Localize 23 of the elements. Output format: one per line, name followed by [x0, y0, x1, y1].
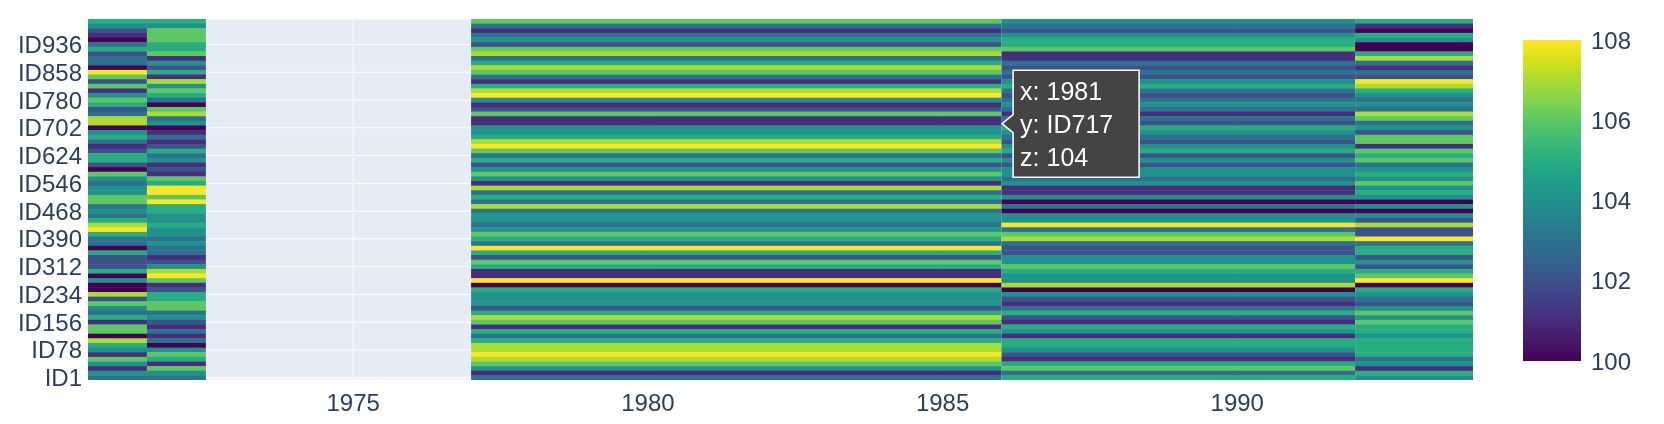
y-tick-label: ID936 — [17, 30, 82, 58]
y-tick-label: ID312 — [17, 253, 82, 281]
color-bar-label: 102 — [1591, 267, 1632, 295]
y-tick-label: ID546 — [17, 169, 82, 197]
y-tick-label: ID390 — [17, 225, 82, 253]
color-bar-label: 100 — [1591, 347, 1632, 375]
color-bar-label: 104 — [1591, 187, 1632, 214]
y-tick-label: ID468 — [17, 197, 82, 225]
y-tick-label: ID156 — [17, 308, 82, 336]
y-tick-label: ID858 — [17, 58, 82, 86]
x-tick-label: 1980 — [621, 389, 675, 417]
y-tick-label: ID624 — [17, 142, 82, 170]
y-tick-label: ID780 — [17, 86, 82, 114]
color-bar-label: 106 — [1591, 106, 1632, 134]
annotation: x: 1981 y: ID717 z: 104 — [1020, 76, 1114, 171]
y-tick-label: ID1 — [44, 364, 82, 392]
color-bar-label: 108 — [1591, 26, 1632, 54]
x-tick-label: 1990 — [1210, 389, 1264, 417]
y-tick-label: ID234 — [17, 280, 82, 308]
y-tick-label: ID702 — [17, 114, 82, 142]
x-tick-label: 1985 — [915, 389, 970, 417]
y-tick-label: ID78 — [31, 336, 82, 364]
x-tick-label: 1975 — [326, 389, 380, 417]
